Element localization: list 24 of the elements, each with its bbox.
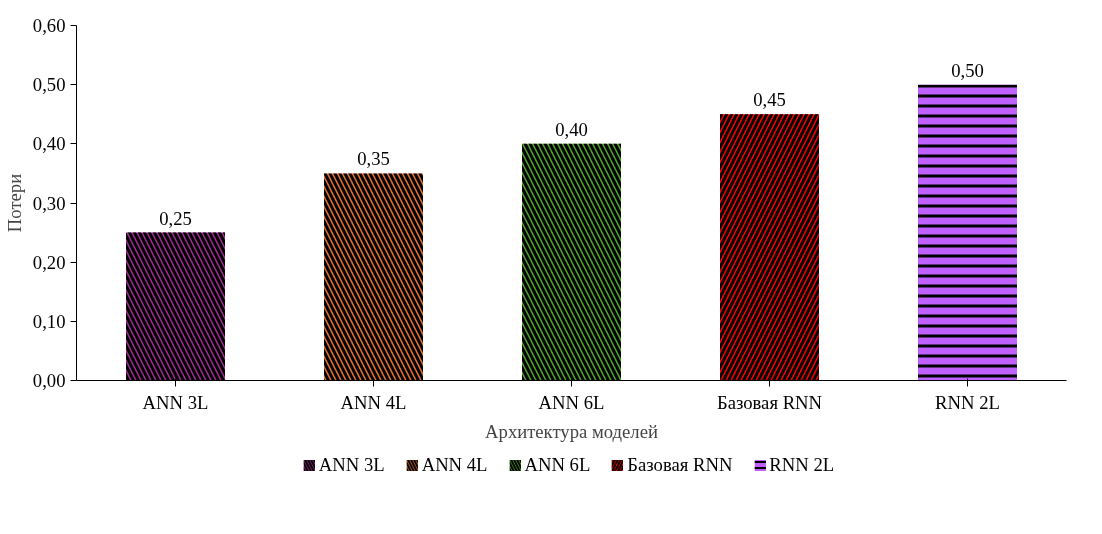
legend-label: Базовая RNN	[627, 454, 733, 476]
x-axis-title: Архитектура моделей	[485, 420, 658, 442]
x-tick-label: ANN 3L	[142, 391, 209, 413]
y-axis-title: Потери	[3, 173, 25, 233]
data-label: 0,35	[357, 148, 390, 170]
x-tick-label: Базовая RNN	[716, 391, 823, 413]
y-tick-label: 0,20	[32, 251, 66, 273]
x-tick-label: RNN 2L	[935, 391, 1000, 413]
data-label: 0,50	[951, 59, 984, 81]
y-tick-label: 0,60	[32, 15, 66, 36]
y-tick-label: 0,40	[32, 133, 66, 155]
y-tick-label: 0,50	[32, 74, 66, 96]
data-label: 0,25	[159, 207, 192, 229]
x-tick-label: ANN 6L	[538, 391, 605, 413]
legend-label: ANN 4L	[421, 454, 488, 476]
data-label: 0,45	[753, 89, 786, 111]
x-tick-label: ANN 4L	[340, 391, 407, 413]
y-tick-label: 0,10	[32, 310, 66, 332]
legend-label: ANN 6L	[524, 454, 591, 476]
legend-label: RNN 2L	[769, 454, 835, 476]
y-tick-label: 0,00	[32, 370, 66, 391]
legend-label: ANN 3L	[318, 454, 385, 476]
y-tick-label: 0,30	[32, 192, 66, 214]
data-label: 0,40	[555, 118, 588, 140]
